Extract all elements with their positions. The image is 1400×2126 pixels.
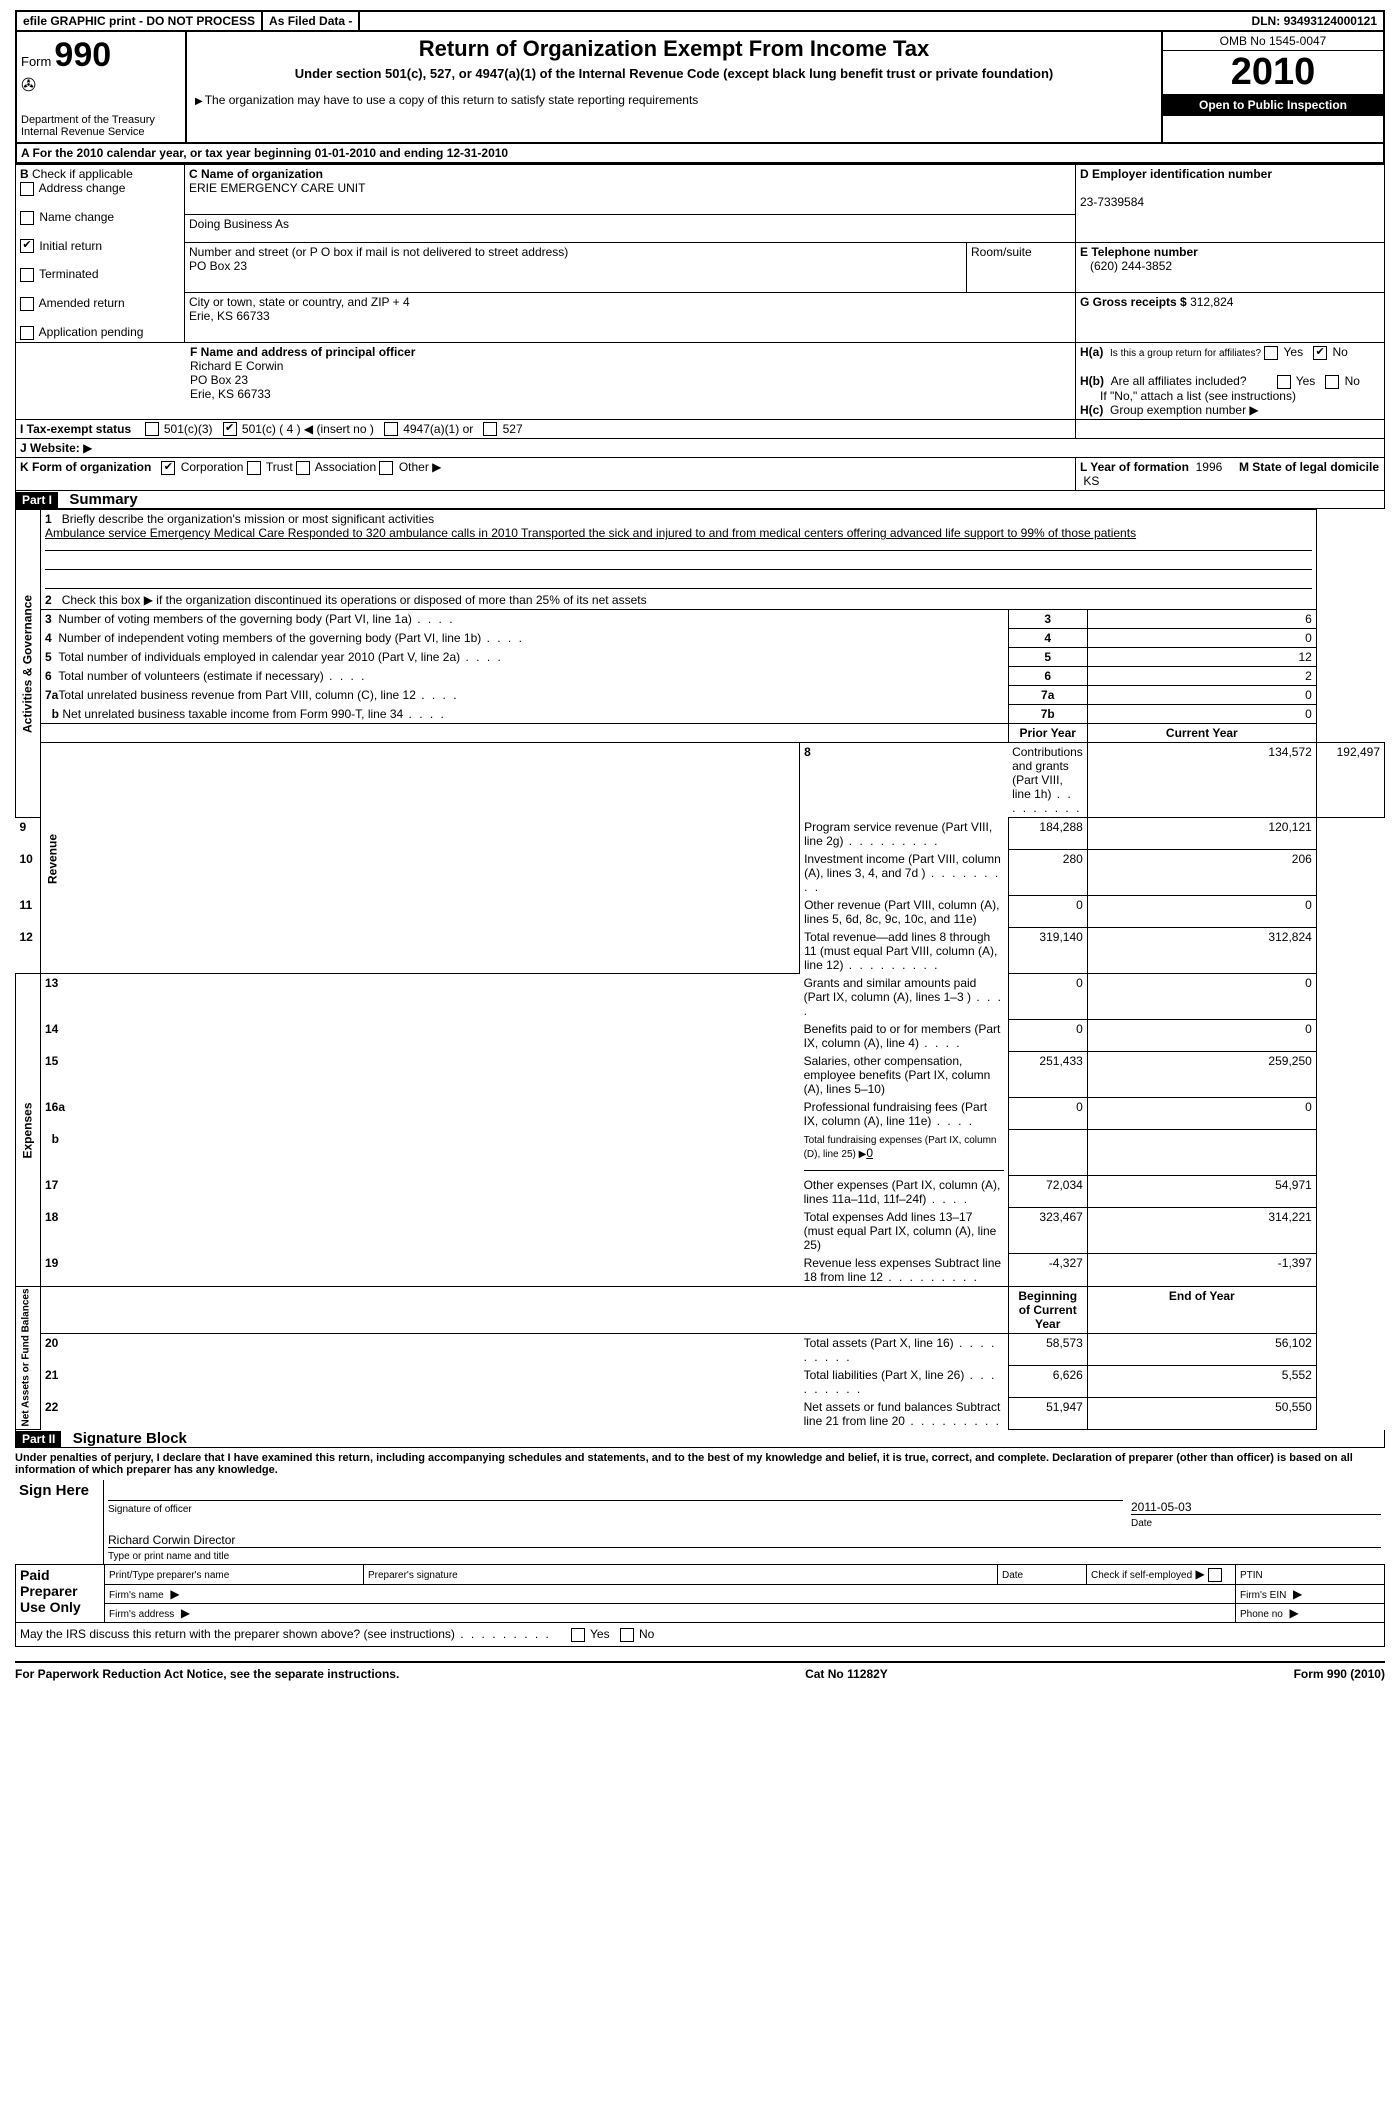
gross-receipts: 312,824 bbox=[1190, 295, 1233, 309]
mission: Ambulance service Emergency Medical Care… bbox=[45, 526, 1136, 540]
city: Erie, KS 66733 bbox=[189, 309, 270, 323]
perjury-statement: Under penalties of perjury, I declare th… bbox=[15, 1448, 1385, 1480]
street: PO Box 23 bbox=[189, 259, 247, 273]
page-footer: For Paperwork Reduction Act Notice, see … bbox=[15, 1661, 1385, 1681]
dept-treasury: Department of the Treasury bbox=[21, 114, 181, 126]
vert-governance: Activities & Governance bbox=[16, 510, 41, 818]
ein: 23-7339584 bbox=[1080, 195, 1144, 209]
form-header: Form 990 ✇ Department of the Treasury In… bbox=[15, 32, 1385, 144]
as-filed: As Filed Data - bbox=[263, 12, 360, 30]
org-name: ERIE EMERGENCY CARE UNIT bbox=[189, 181, 365, 195]
preparer-block: Paid Preparer Use Only Print/Type prepar… bbox=[15, 1564, 1385, 1623]
signature-block: Sign Here Signature of officer 2011-05-0… bbox=[15, 1480, 1385, 1564]
part1-title: Summary bbox=[61, 491, 137, 508]
part1-header: Part I bbox=[16, 492, 58, 508]
top-bar: efile GRAPHIC print - DO NOT PROCESS As … bbox=[15, 10, 1385, 32]
part2-header: Part II bbox=[16, 1431, 61, 1447]
summary-table: Activities & Governance 1 Briefly descri… bbox=[15, 509, 1385, 1430]
vert-net: Net Assets or Fund Balances bbox=[16, 1286, 41, 1430]
public-inspection: Open to Public Inspection bbox=[1163, 94, 1383, 116]
line-a: A For the 2010 calendar year, or tax yea… bbox=[15, 144, 1385, 164]
identity-section: B Check if applicable Address change Nam… bbox=[15, 164, 1385, 491]
irs-label: Internal Revenue Service bbox=[21, 126, 181, 138]
omb: OMB No 1545-0047 bbox=[1163, 32, 1383, 51]
vert-expenses: Expenses bbox=[16, 974, 41, 1287]
sub-title: Under section 501(c), 527, or 4947(a)(1)… bbox=[255, 66, 1093, 81]
copy-note: The organization may have to use a copy … bbox=[205, 93, 699, 107]
phone: (620) 244-3852 bbox=[1090, 259, 1172, 273]
efile-notice: efile GRAPHIC print - DO NOT PROCESS bbox=[17, 12, 263, 30]
dln: DLN: 93493124000121 bbox=[1246, 12, 1383, 30]
vert-revenue: Revenue bbox=[41, 743, 800, 974]
form-prefix: Form bbox=[21, 54, 51, 69]
part2-title: Signature Block bbox=[65, 1430, 187, 1447]
main-title: Return of Organization Exempt From Incom… bbox=[195, 36, 1153, 62]
form-number: 990 bbox=[54, 36, 111, 74]
tax-year: 2010 bbox=[1163, 51, 1383, 94]
